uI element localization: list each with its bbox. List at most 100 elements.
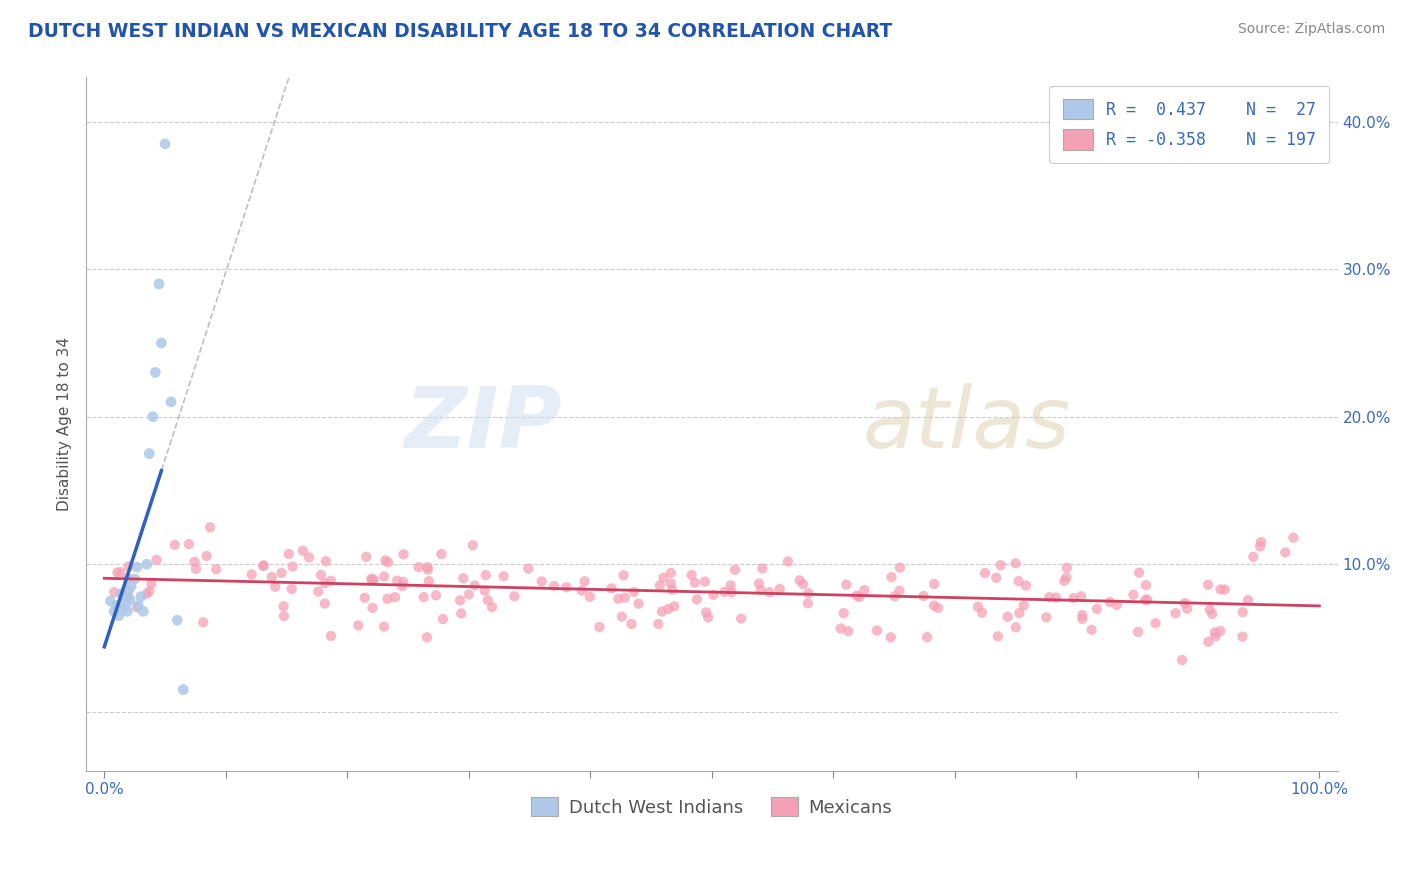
Point bbox=[198, 520, 221, 534]
Point bbox=[373, 620, 395, 634]
Point bbox=[1008, 606, 1031, 620]
Point bbox=[889, 560, 911, 574]
Point bbox=[347, 618, 370, 632]
Point bbox=[720, 585, 742, 599]
Point bbox=[1098, 595, 1121, 609]
Point bbox=[309, 567, 332, 582]
Point bbox=[142, 409, 165, 424]
Point bbox=[461, 538, 484, 552]
Point bbox=[1241, 549, 1264, 564]
Point bbox=[412, 591, 434, 605]
Point bbox=[659, 566, 682, 580]
Point bbox=[291, 543, 314, 558]
Point bbox=[307, 584, 329, 599]
Point bbox=[648, 578, 671, 592]
Point bbox=[588, 620, 610, 634]
Point bbox=[253, 558, 276, 573]
Point bbox=[651, 605, 673, 619]
Point bbox=[354, 549, 377, 564]
Point bbox=[453, 571, 475, 585]
Point bbox=[607, 591, 630, 606]
Point bbox=[474, 583, 496, 598]
Point bbox=[1232, 605, 1254, 619]
Point bbox=[112, 590, 135, 604]
Point bbox=[120, 579, 142, 593]
Point bbox=[298, 550, 321, 565]
Point bbox=[758, 585, 780, 599]
Point bbox=[695, 606, 717, 620]
Point bbox=[464, 578, 486, 592]
Point bbox=[377, 555, 399, 569]
Point bbox=[970, 606, 993, 620]
Point bbox=[449, 593, 471, 607]
Point bbox=[474, 568, 496, 582]
Point bbox=[880, 570, 903, 584]
Point bbox=[571, 583, 593, 598]
Point bbox=[1164, 607, 1187, 621]
Text: DUTCH WEST INDIAN VS MEXICAN DISABILITY AGE 18 TO 34 CORRELATION CHART: DUTCH WEST INDIAN VS MEXICAN DISABILITY … bbox=[28, 22, 893, 41]
Point bbox=[240, 567, 263, 582]
Point bbox=[110, 587, 132, 601]
Point bbox=[922, 599, 945, 613]
Point bbox=[1175, 601, 1198, 615]
Point bbox=[1135, 593, 1157, 607]
Point bbox=[627, 597, 650, 611]
Point bbox=[1056, 570, 1078, 584]
Point bbox=[416, 563, 439, 577]
Point bbox=[1085, 602, 1108, 616]
Point bbox=[135, 558, 157, 572]
Point bbox=[264, 580, 287, 594]
Point bbox=[990, 558, 1012, 573]
Point bbox=[1015, 578, 1038, 592]
Point bbox=[277, 547, 299, 561]
Point bbox=[1205, 629, 1227, 643]
Point bbox=[105, 599, 128, 613]
Point bbox=[1213, 582, 1236, 597]
Point bbox=[260, 570, 283, 584]
Point bbox=[1209, 624, 1232, 638]
Point bbox=[1122, 588, 1144, 602]
Point bbox=[117, 583, 139, 598]
Point bbox=[103, 585, 125, 599]
Point bbox=[503, 590, 526, 604]
Point bbox=[117, 571, 139, 585]
Point bbox=[530, 574, 553, 589]
Point bbox=[922, 577, 945, 591]
Point bbox=[683, 575, 706, 590]
Point bbox=[100, 594, 122, 608]
Point bbox=[1004, 620, 1026, 634]
Point bbox=[574, 574, 596, 589]
Point bbox=[450, 607, 472, 621]
Point bbox=[1274, 545, 1296, 559]
Point bbox=[853, 583, 876, 598]
Legend: Dutch West Indians, Mexicans: Dutch West Indians, Mexicans bbox=[524, 790, 900, 824]
Point bbox=[141, 577, 163, 591]
Point bbox=[361, 600, 384, 615]
Point bbox=[835, 577, 858, 591]
Point bbox=[314, 597, 336, 611]
Point bbox=[686, 592, 709, 607]
Point bbox=[273, 609, 295, 624]
Point bbox=[927, 601, 949, 615]
Point bbox=[1201, 607, 1223, 621]
Point bbox=[987, 629, 1010, 643]
Point bbox=[138, 584, 160, 599]
Point bbox=[363, 573, 385, 587]
Point bbox=[110, 565, 132, 579]
Point bbox=[848, 590, 870, 604]
Point bbox=[1282, 531, 1305, 545]
Point bbox=[273, 599, 295, 614]
Point bbox=[1135, 578, 1157, 592]
Point bbox=[177, 537, 200, 551]
Point bbox=[117, 604, 139, 618]
Point bbox=[657, 602, 679, 616]
Point bbox=[543, 579, 565, 593]
Point bbox=[153, 136, 176, 151]
Point bbox=[720, 578, 742, 592]
Point bbox=[578, 590, 600, 604]
Point bbox=[319, 629, 342, 643]
Point bbox=[129, 590, 152, 604]
Point bbox=[613, 568, 636, 582]
Point bbox=[600, 582, 623, 596]
Point bbox=[193, 615, 215, 630]
